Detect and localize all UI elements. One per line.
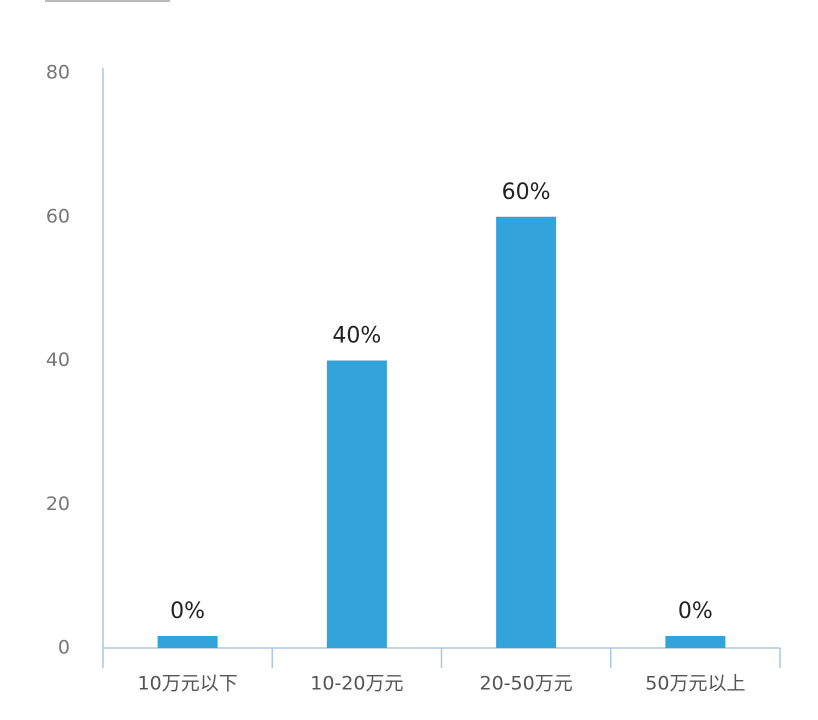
y-tick-label: 40	[46, 349, 70, 371]
bar	[326, 360, 387, 648]
bar	[157, 636, 218, 648]
x-tick-label: 50万元以上	[645, 673, 745, 695]
x-tick-label: 20-50万元	[480, 673, 573, 695]
value-label: 0%	[678, 599, 713, 624]
bar	[496, 216, 557, 648]
y-tick-label: 60	[46, 205, 70, 227]
y-tick-label: 20	[46, 493, 70, 515]
value-label: 40%	[332, 324, 381, 349]
bar	[665, 636, 726, 648]
x-tick-label: 10万元以下	[138, 673, 238, 695]
x-tick-label: 10-20万元	[310, 673, 403, 695]
value-label: 0%	[170, 599, 205, 624]
y-tick-label: 80	[46, 62, 70, 84]
value-label: 60%	[502, 180, 551, 205]
y-tick-label: 0	[58, 637, 70, 659]
